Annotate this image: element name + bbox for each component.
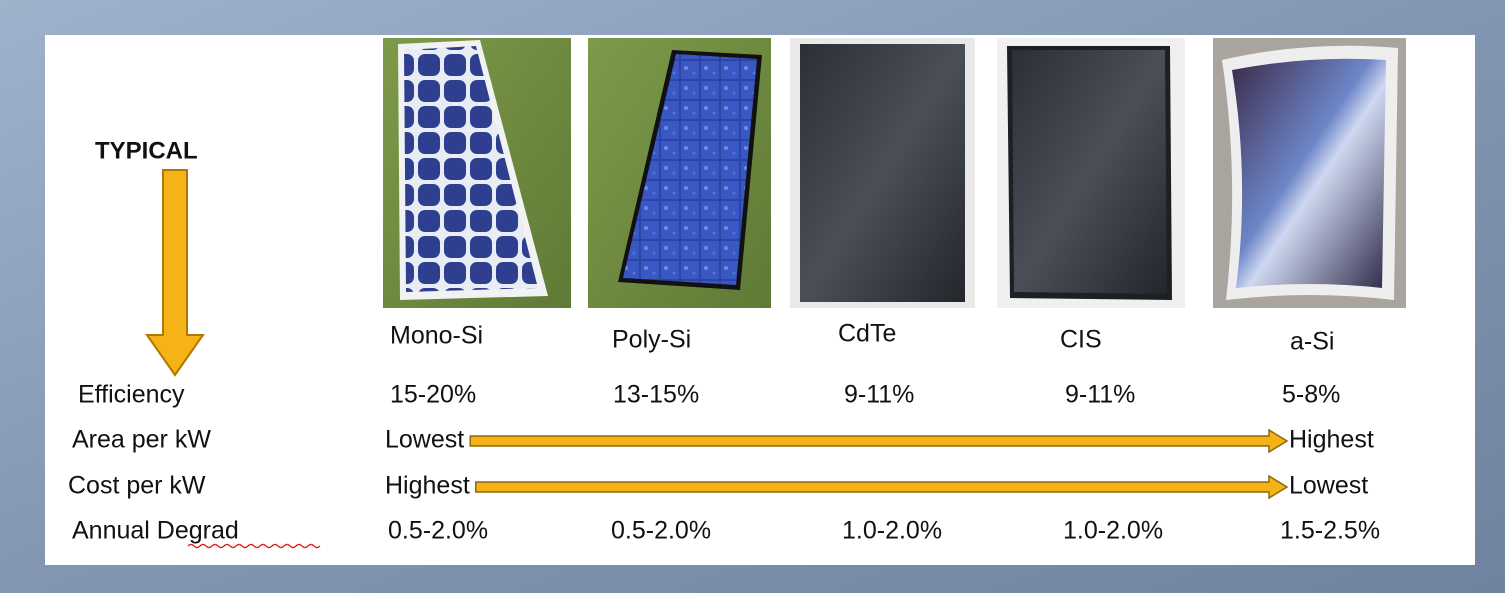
technology-name: Poly-Si (612, 326, 691, 354)
range-start: Lowest (385, 426, 464, 454)
technology-name: Mono-Si (390, 322, 483, 350)
range-start: Highest (385, 472, 470, 500)
range-end: Highest (1289, 426, 1374, 454)
a-si-image (1213, 38, 1406, 308)
cell-value: 15-20% (390, 381, 476, 409)
spell-underline (187, 543, 321, 549)
cell-value: 0.5-2.0% (611, 517, 711, 545)
cis-image (997, 38, 1185, 308)
cell-value: 5-8% (1282, 381, 1340, 409)
cell-value: 9-11% (1065, 381, 1135, 409)
typical-label: TYPICAL (95, 137, 198, 164)
cell-value: 1.0-2.0% (1063, 517, 1163, 545)
range-end: Lowest (1289, 472, 1368, 500)
poly-si-image (588, 38, 771, 308)
technology-name: CIS (1060, 326, 1102, 354)
mono-si-image (383, 38, 571, 308)
down-arrow (145, 169, 205, 377)
range-arrow (469, 428, 1289, 454)
row-label: Area per kW (72, 426, 211, 454)
range-arrow (475, 474, 1289, 500)
cell-value: 13-15% (613, 381, 699, 409)
cell-value: 1.5-2.5% (1280, 517, 1380, 545)
cdte-image (790, 38, 975, 308)
row-label: Efficiency (78, 381, 185, 409)
cell-value: 1.0-2.0% (842, 517, 942, 545)
technology-name: a-Si (1290, 328, 1334, 356)
cell-value: 0.5-2.0% (388, 517, 488, 545)
row-label: Cost per kW (68, 472, 206, 500)
technology-name: CdTe (838, 320, 896, 348)
row-label: Annual Degrad (72, 517, 239, 545)
cell-value: 9-11% (844, 381, 914, 409)
